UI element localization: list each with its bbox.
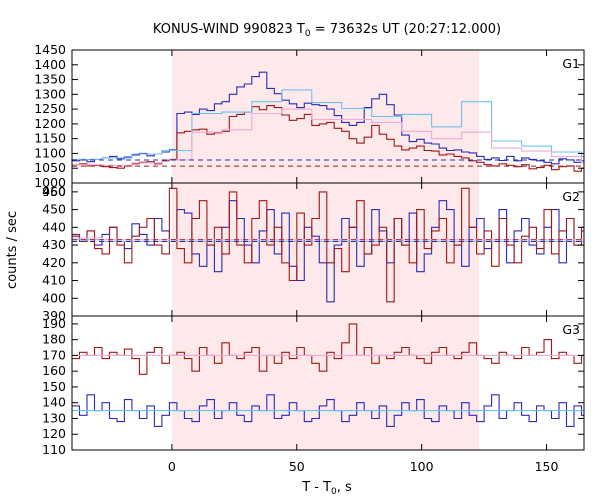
series-g2-dark-blue <box>72 200 584 303</box>
series-g2-dark-red <box>72 187 584 303</box>
panel-label-g3: G3 <box>562 322 580 337</box>
y-tick-label: 160 <box>42 363 66 378</box>
y-tick-label: 420 <box>42 255 66 270</box>
y-tick-label: 410 <box>42 273 66 288</box>
y-tick-label: 400 <box>42 290 66 305</box>
series-g1-light-blue <box>72 89 584 160</box>
y-tick-label: 1300 <box>34 86 66 101</box>
y-tick-label: 130 <box>42 410 66 425</box>
series-g1-pink <box>72 108 584 166</box>
y-tick-label-extra: 950 <box>42 184 66 199</box>
highlight-interval-g2 <box>171 183 480 316</box>
series-layer <box>72 71 584 427</box>
y-tick-label: 110 <box>42 442 66 457</box>
text-layer: 1000105011001150120012501300135014001450… <box>34 42 580 474</box>
y-axis-label: counts / sec <box>5 211 20 289</box>
y-tick-label: 150 <box>42 379 66 394</box>
panel-label-g1: G1 <box>562 56 580 71</box>
series-g3-dark-blue <box>72 394 584 427</box>
y-tick-label: 190 <box>42 316 66 331</box>
y-tick-label: 170 <box>42 347 66 362</box>
x-tick-label: 50 <box>289 459 305 474</box>
x-axis-label: T - T0, s <box>301 480 352 497</box>
y-tick-label: 180 <box>42 332 66 347</box>
y-tick-label: 1200 <box>34 116 66 131</box>
series-g3-dark-red <box>72 323 584 375</box>
x-tick-label: 0 <box>168 459 176 474</box>
y-tick-label: 1250 <box>34 101 66 116</box>
y-tick-label: 1100 <box>34 145 66 160</box>
y-tick-label: 1400 <box>34 57 66 72</box>
x-tick-label: 150 <box>535 459 559 474</box>
highlight-interval-g3 <box>171 316 480 450</box>
y-tick-label: 1350 <box>34 72 66 87</box>
highlight-layer <box>171 50 480 450</box>
y-tick-label: 120 <box>42 426 66 441</box>
y-tick-label: 1450 <box>34 42 66 57</box>
panel-label-g2: G2 <box>562 189 580 204</box>
y-tick-label: 1050 <box>34 160 66 175</box>
y-tick-label: 140 <box>42 395 66 410</box>
chart-title: KONUS-WIND 990823 T0 = 73632s UT (20:27:… <box>153 22 501 39</box>
y-tick-label: 1150 <box>34 131 66 146</box>
x-tick-label: 100 <box>410 459 434 474</box>
panel-frame-g3 <box>71 315 585 451</box>
y-tick-label: 430 <box>42 237 66 252</box>
series-g1-dark-red <box>72 105 584 172</box>
highlight-interval-g1 <box>171 50 480 183</box>
y-tick-label: 1000 <box>34 175 66 190</box>
y-tick-label: 390 <box>42 308 66 323</box>
y-tick-label: 450 <box>42 202 66 217</box>
axes-layer <box>71 49 585 451</box>
y-tick-label: 460 <box>42 184 66 199</box>
y-tick-label: 440 <box>42 219 66 234</box>
